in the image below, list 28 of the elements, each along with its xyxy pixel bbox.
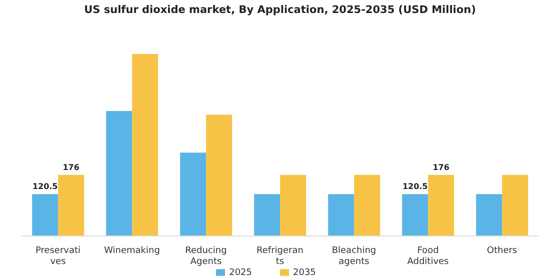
data-label: 120.5 <box>402 182 428 192</box>
bar <box>132 54 158 236</box>
bar <box>402 194 428 236</box>
x-tick-label: Others <box>486 246 518 256</box>
x-tick-label: Reducing Agents <box>185 246 227 267</box>
data-label: 120.5 <box>32 182 58 192</box>
bar <box>280 174 306 236</box>
bar <box>106 110 132 236</box>
data-label: 176 <box>432 162 450 172</box>
bar <box>58 174 84 236</box>
x-tick-label: Winemaking <box>104 246 160 256</box>
x-tick-label: Food Additives <box>407 246 450 267</box>
bar <box>32 194 58 236</box>
bar <box>328 194 354 236</box>
bar <box>476 194 502 236</box>
x-tick-label: Bleaching agents <box>332 246 376 267</box>
bar <box>180 152 206 236</box>
x-tick-label: Refrigerants <box>256 246 304 267</box>
bar <box>502 174 528 236</box>
data-label: 176 <box>62 162 80 172</box>
bar <box>354 174 380 236</box>
bar <box>254 194 280 236</box>
bar <box>206 114 232 236</box>
bar <box>428 174 454 236</box>
legend-label: 2025 <box>229 268 252 278</box>
chart-title: US sulfur dioxide market, By Application, 2025-2035 (USD Million) <box>83 4 477 16</box>
legend-label: 2035 <box>293 268 316 278</box>
x-tick-label: Preservatives <box>35 246 81 267</box>
